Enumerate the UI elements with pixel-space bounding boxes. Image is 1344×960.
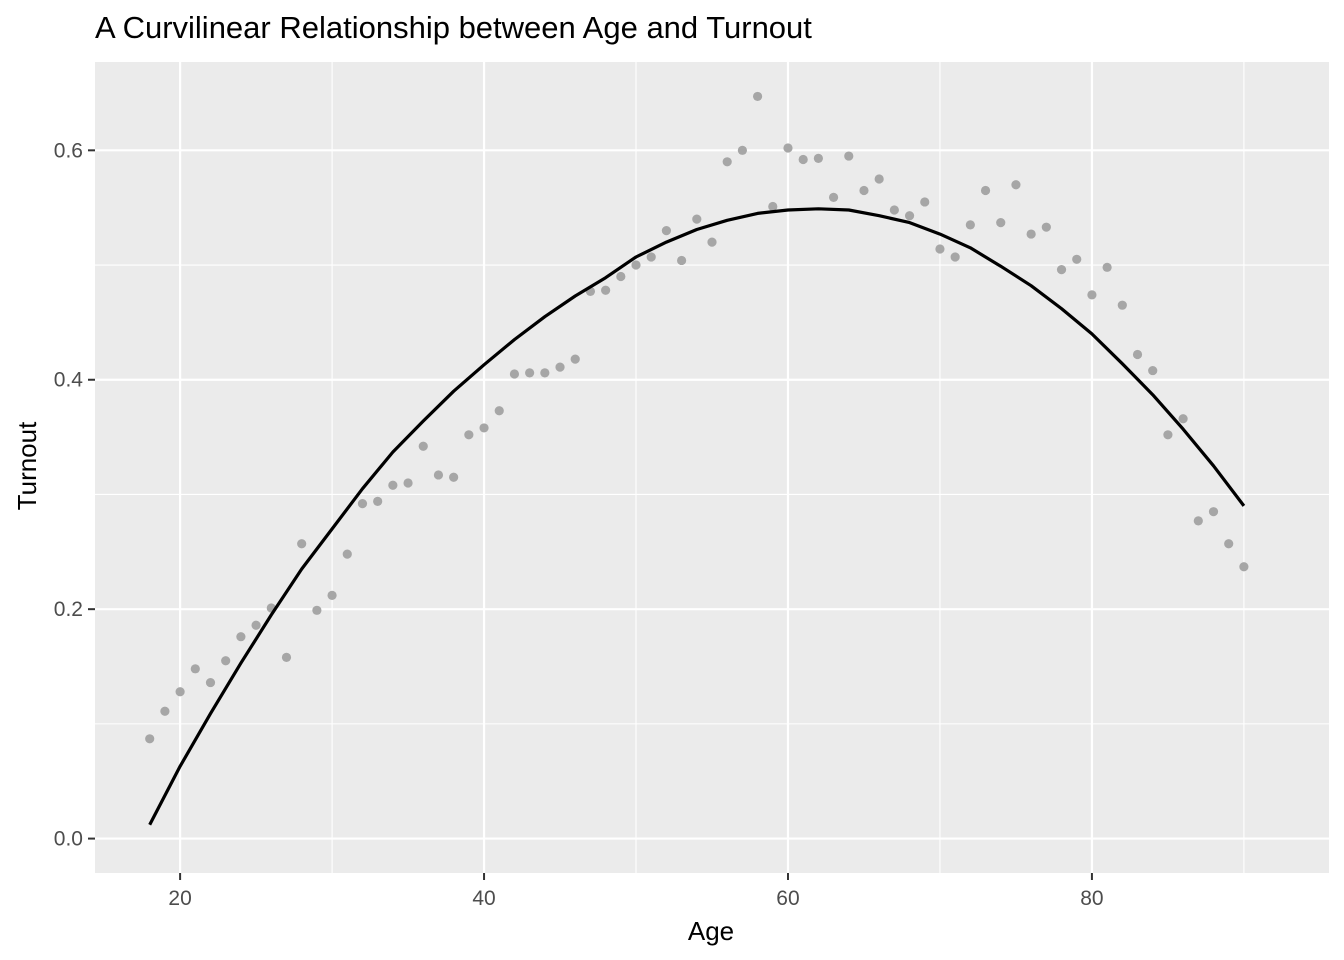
data-point	[190, 664, 200, 674]
fitted-curve	[148, 207, 1246, 826]
data-point	[798, 154, 808, 165]
y-tick-label: 0.6	[54, 139, 83, 162]
data-point	[1041, 222, 1051, 232]
data-point	[813, 153, 823, 163]
data-point	[1026, 229, 1036, 239]
data-point	[844, 151, 854, 161]
data-point	[464, 430, 474, 440]
data-point	[950, 252, 960, 262]
data-point	[281, 652, 292, 662]
grid-minor	[95, 62, 1329, 873]
data-point	[935, 244, 945, 254]
data-point	[479, 423, 489, 433]
y-tick-label: 0.2	[54, 598, 83, 621]
data-point	[722, 157, 732, 167]
data-point	[312, 605, 322, 615]
grid-major	[95, 62, 1329, 873]
data-point	[692, 214, 702, 224]
data-point	[236, 632, 246, 642]
data-point	[996, 217, 1006, 228]
data-point	[388, 480, 398, 490]
data-point	[768, 201, 778, 212]
data-point	[631, 260, 641, 270]
data-point	[904, 211, 915, 221]
data-point	[525, 368, 535, 378]
data-point	[1148, 365, 1158, 376]
data-point	[540, 368, 550, 378]
data-point	[1011, 180, 1021, 190]
data-point	[145, 734, 155, 744]
data-point	[1224, 539, 1234, 549]
data-point	[449, 472, 459, 482]
data-point	[175, 687, 185, 697]
data-point	[418, 441, 428, 451]
data-point	[373, 496, 383, 506]
y-tick-label: 0.0	[54, 828, 83, 851]
data-point	[555, 362, 565, 372]
x-axis: 20 40 60 80	[168, 873, 1104, 910]
data-point	[1178, 414, 1188, 424]
data-point	[677, 255, 687, 266]
data-point	[889, 205, 899, 215]
data-point	[980, 185, 991, 196]
data-point	[221, 656, 231, 666]
data-point	[828, 192, 839, 202]
data-point	[1117, 300, 1127, 310]
data-point	[357, 499, 368, 509]
data-point	[1132, 349, 1143, 360]
data-point	[601, 285, 611, 295]
data-point	[1208, 507, 1219, 517]
x-tick-label: 60	[776, 887, 799, 910]
data-point	[737, 145, 747, 155]
data-point	[433, 470, 444, 480]
y-axis: 0.0 0.2 0.4 0.6	[54, 139, 95, 851]
data-point	[616, 271, 626, 282]
x-axis-label: Age	[688, 916, 734, 946]
x-tick-label: 20	[168, 887, 191, 910]
data-point	[494, 406, 504, 416]
y-axis-label: Turnout	[12, 421, 42, 510]
data-point	[1072, 254, 1082, 264]
data-point	[661, 226, 672, 236]
data-point	[859, 185, 869, 196]
data-point	[327, 590, 337, 601]
data-point	[403, 478, 413, 488]
data-point	[342, 549, 352, 559]
data-point	[752, 91, 763, 102]
data-point	[205, 677, 216, 688]
y-tick-label: 0.4	[54, 369, 84, 392]
data-point	[251, 620, 261, 630]
data-point	[509, 369, 520, 379]
data-point	[707, 237, 717, 247]
x-tick-label: 40	[472, 887, 495, 910]
data-point	[1102, 262, 1112, 272]
data-point	[1087, 290, 1097, 300]
data-point	[965, 220, 975, 230]
data-point	[646, 252, 656, 262]
data-point	[1056, 265, 1067, 275]
data-point	[920, 197, 930, 207]
plot-panel	[95, 62, 1329, 873]
x-tick-label: 80	[1080, 887, 1103, 910]
data-point	[297, 539, 307, 549]
chart-title: A Curvilinear Relationship between Age a…	[95, 10, 812, 45]
data-point	[1193, 516, 1203, 526]
data-point	[783, 143, 793, 153]
data-point	[1163, 430, 1173, 440]
data-point	[874, 174, 884, 184]
data-point	[570, 354, 580, 364]
data-points	[145, 91, 1249, 744]
data-point	[160, 706, 170, 716]
data-point	[1239, 562, 1249, 572]
